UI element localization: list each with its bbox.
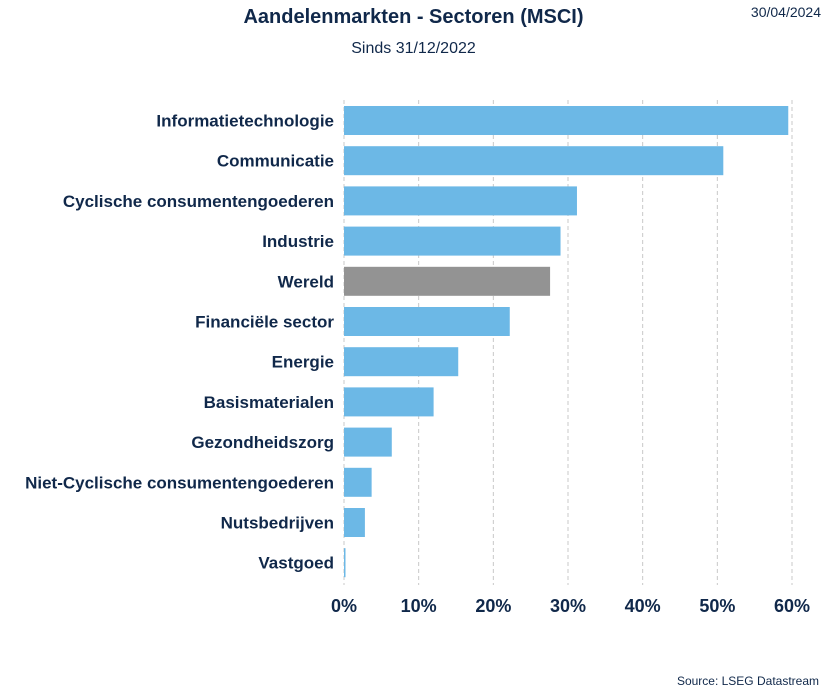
- category-label: Industrie: [262, 232, 334, 251]
- bar: [344, 146, 724, 176]
- x-tick-label: 0%: [331, 596, 357, 616]
- bar: [344, 106, 789, 135]
- category-label: Niet-Cyclische consumentengoederen: [25, 473, 334, 492]
- category-label: Financiële sector: [195, 313, 334, 332]
- bar: [344, 226, 561, 256]
- bar: [344, 548, 346, 578]
- category-label: Energie: [272, 353, 334, 372]
- bar: [344, 508, 365, 537]
- category-label: Informatietechnologie: [156, 112, 334, 131]
- category-label: Vastgoed: [258, 554, 334, 573]
- category-label: Basismaterialen: [204, 393, 334, 412]
- chart-title: Aandelenmarkten - Sectoren (MSCI): [243, 6, 584, 28]
- bar: [344, 307, 510, 336]
- bar: [344, 186, 577, 216]
- bar: [344, 467, 372, 497]
- bar: [344, 427, 392, 457]
- x-tick-label: 40%: [625, 596, 661, 616]
- x-tick-label: 50%: [699, 596, 735, 616]
- x-tick-label: 10%: [401, 596, 437, 616]
- x-tick-label: 60%: [774, 596, 810, 616]
- chart-date: 30/04/2024: [750, 4, 821, 20]
- x-tick-label: 30%: [550, 596, 586, 616]
- category-label: Wereld: [278, 272, 334, 291]
- source-note: Source: LSEG Datastream: [676, 674, 819, 688]
- category-label: Nutsbedrijven: [221, 514, 334, 533]
- category-label: Cyclische consumentengoederen: [63, 192, 334, 211]
- bar: [344, 387, 434, 417]
- bar: [344, 347, 459, 377]
- x-tick-label: 20%: [475, 596, 511, 616]
- category-label: Gezondheidszorg: [191, 433, 334, 452]
- category-label: Communicatie: [217, 152, 334, 171]
- chart-subtitle: Sinds 31/12/2022: [351, 40, 476, 57]
- bar: [344, 266, 551, 296]
